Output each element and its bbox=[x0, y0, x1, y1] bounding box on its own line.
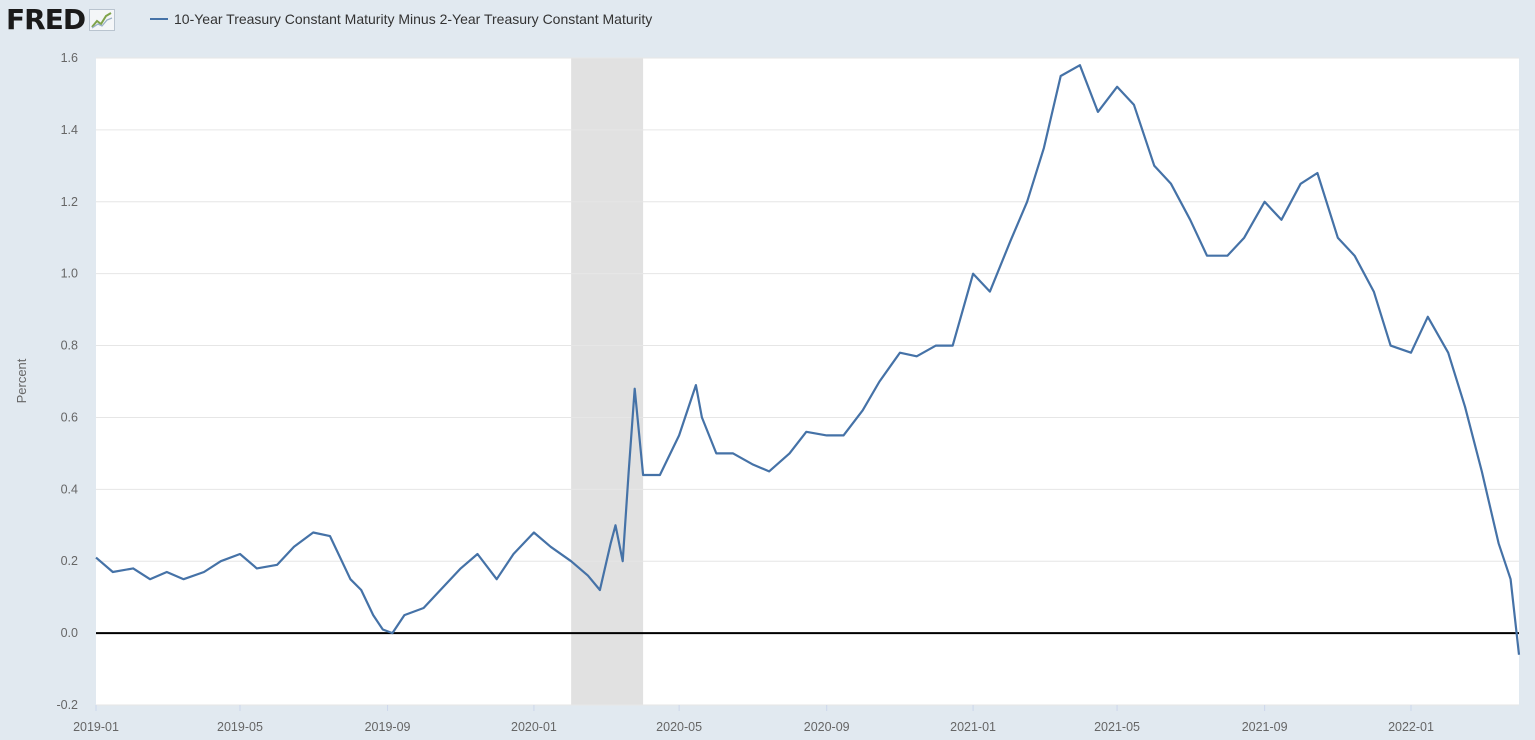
y-tick-label: 0.4 bbox=[61, 482, 78, 496]
x-tick-label: 2021-01 bbox=[950, 720, 996, 734]
y-axis-title: Percent bbox=[14, 358, 29, 403]
logo-text: FRED bbox=[6, 3, 86, 36]
x-tick-label: 2019-09 bbox=[365, 720, 411, 734]
trend-graph-icon bbox=[89, 9, 116, 31]
x-tick-label: 2021-05 bbox=[1094, 720, 1140, 734]
x-tick-label: 2020-05 bbox=[656, 720, 702, 734]
series-line[interactable] bbox=[95, 64, 1521, 655]
legend-label: 10-Year Treasury Constant Maturity Minus… bbox=[174, 11, 653, 27]
x-tick-label: 2019-05 bbox=[217, 720, 263, 734]
y-tick-label: 0.8 bbox=[61, 339, 78, 353]
legend[interactable]: 10-Year Treasury Constant Maturity Minus… bbox=[150, 11, 652, 27]
y-tick-label: 0.0 bbox=[61, 626, 78, 640]
y-tick-label: 1.4 bbox=[61, 123, 78, 137]
legend-swatch bbox=[150, 18, 168, 20]
recession-shading bbox=[571, 58, 644, 705]
x-tick-label: 2022-01 bbox=[1388, 720, 1434, 734]
y-tick-label: -0.2 bbox=[56, 698, 78, 712]
x-tick-label: 2020-09 bbox=[804, 720, 850, 734]
x-tick-label: 2020-01 bbox=[511, 720, 557, 734]
y-tick-label: 1.6 bbox=[61, 51, 78, 65]
y-tick-label: 0.6 bbox=[61, 410, 78, 424]
x-tick-label: 2021-09 bbox=[1242, 720, 1288, 734]
chart-header: FRED 10-Year Treasury Constant Maturity … bbox=[0, 0, 1535, 46]
fred-logo[interactable]: FRED bbox=[6, 3, 116, 36]
x-tick-label: 2019-01 bbox=[73, 720, 119, 734]
x-axis-ticks: 2019-01 2019-05 2019-09 2020-01 2020-05 2020-… bbox=[73, 705, 1434, 734]
y-axis-ticks: -0.2 0.0 0.2 0.4 0.6 0.8 1.0 1.2 1.4 1.6 bbox=[56, 51, 78, 712]
plot-area bbox=[96, 58, 1519, 705]
y-tick-label: 1.0 bbox=[61, 267, 78, 281]
y-tick-label: 1.2 bbox=[61, 195, 78, 209]
y-tick-label: 0.2 bbox=[61, 554, 78, 568]
